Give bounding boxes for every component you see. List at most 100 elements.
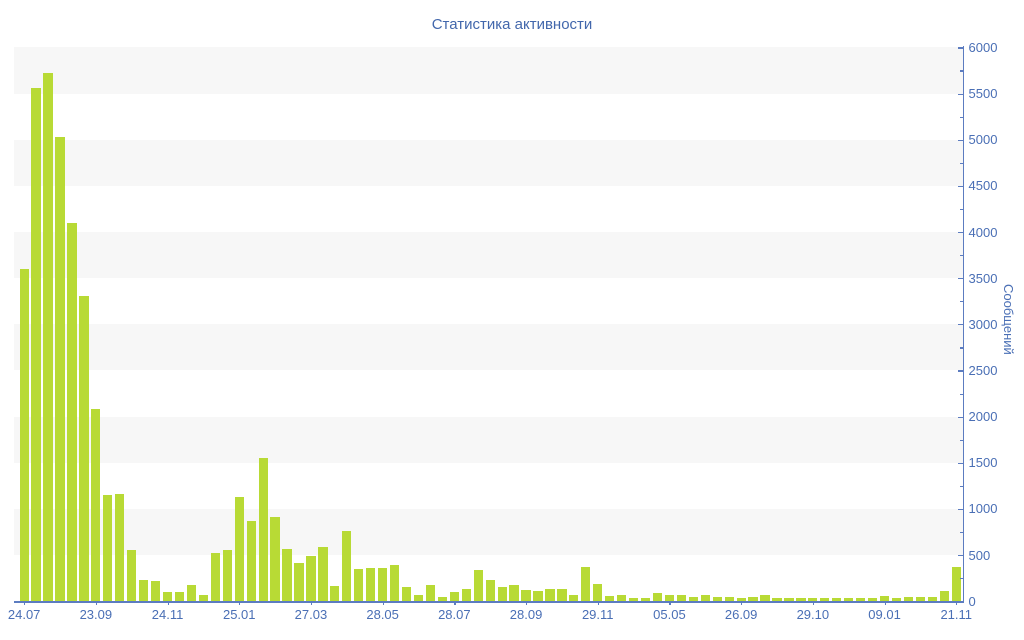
bar <box>927 597 937 602</box>
bar <box>294 562 304 602</box>
y-tick-label: 4500 <box>968 178 998 194</box>
bar <box>354 568 364 602</box>
x-tick-label: 05.05 <box>653 607 686 623</box>
bar <box>43 73 53 602</box>
y-tick-label: 2500 <box>968 362 998 378</box>
grid-band-white <box>14 462 963 509</box>
bar <box>330 585 340 602</box>
x-tick-label: 25.01 <box>222 607 256 623</box>
x-axis-tick <box>812 601 815 606</box>
bar <box>569 594 579 602</box>
y-axis-minor-tick <box>959 162 964 164</box>
y-tick-label: 500 <box>968 547 991 563</box>
y-axis-minor-tick <box>959 255 964 257</box>
bar <box>461 589 471 602</box>
bar <box>162 592 173 602</box>
bar <box>282 548 292 602</box>
x-axis-tick <box>382 601 384 606</box>
bar <box>139 579 149 602</box>
y-tick-label: 4000 <box>968 224 998 240</box>
x-axis-tick <box>597 601 599 606</box>
grid-band-gray <box>14 508 963 556</box>
bar <box>246 520 256 602</box>
x-tick-label: 26.09 <box>724 607 758 623</box>
y-axis-minor-tick <box>959 485 964 487</box>
bar <box>891 597 902 602</box>
y-axis-minor-tick <box>959 347 964 349</box>
x-tick-label: 23.09 <box>79 607 113 623</box>
y-axis-tick <box>957 370 964 372</box>
bar <box>796 598 806 602</box>
x-tick-label: 24.07 <box>7 607 41 623</box>
y-tick-label: 1500 <box>968 455 998 471</box>
bar <box>210 553 220 602</box>
bar <box>856 598 866 602</box>
bar <box>939 591 949 602</box>
y-axis-tick <box>957 93 964 95</box>
x-tick-label: 27.03 <box>294 607 328 623</box>
x-axis-tick <box>741 601 743 606</box>
bar <box>222 549 232 602</box>
bar <box>879 596 890 602</box>
bar <box>867 597 878 602</box>
grid-band-gray <box>14 47 963 94</box>
bar <box>832 598 842 602</box>
y-axis-tick <box>957 185 964 188</box>
bar <box>174 592 185 602</box>
bar <box>820 598 830 602</box>
bar <box>640 598 651 602</box>
y-axis-tick <box>957 555 964 557</box>
x-tick-label: 28.07 <box>438 607 471 623</box>
y-axis-title: Сообщений <box>1001 284 1016 356</box>
y-tick-label: 1000 <box>968 501 998 517</box>
x-axis-line <box>14 601 964 603</box>
bar <box>31 88 41 602</box>
y-tick-label: 0 <box>968 593 976 609</box>
bar <box>593 584 603 602</box>
y-axis-tick <box>957 47 964 49</box>
bar <box>903 597 914 602</box>
bar <box>473 570 483 602</box>
x-tick-label: 09.01 <box>868 607 901 623</box>
y-axis-tick <box>957 462 964 464</box>
bar <box>127 549 137 602</box>
bar <box>760 595 770 602</box>
bar <box>91 409 101 602</box>
bar <box>103 495 113 602</box>
x-axis-tick <box>95 601 98 606</box>
bar <box>186 584 197 602</box>
y-axis-tick <box>957 278 964 280</box>
y-axis-minor-tick <box>959 116 964 118</box>
grid-band-white <box>14 93 963 140</box>
bar <box>449 591 459 602</box>
chart-title: Статистика активности <box>431 16 593 33</box>
bar <box>67 222 77 602</box>
y-axis-minor-tick <box>959 393 964 395</box>
bar <box>581 566 591 602</box>
x-axis-tick <box>24 601 26 606</box>
bar <box>413 595 424 602</box>
x-axis-tick <box>239 601 241 606</box>
bar <box>389 565 400 602</box>
bar <box>497 586 507 602</box>
bar <box>425 585 436 602</box>
bar <box>533 591 543 602</box>
y-axis-minor-tick <box>959 439 964 441</box>
y-axis-line <box>962 46 964 603</box>
x-tick-label: 24.11 <box>151 607 184 623</box>
bar <box>700 595 710 602</box>
y-axis-tick <box>957 416 964 418</box>
bar <box>628 597 639 602</box>
grid-band-white <box>14 370 963 417</box>
grid-band-gray <box>14 231 963 279</box>
x-axis-tick <box>167 601 169 606</box>
bar <box>115 494 125 602</box>
y-tick-label: 5000 <box>968 132 998 148</box>
bar <box>55 136 65 602</box>
y-axis-minor-tick <box>959 531 964 534</box>
bar <box>557 589 567 602</box>
bar <box>150 581 161 602</box>
x-tick-label: 21.11 <box>940 607 973 623</box>
bar <box>724 597 734 602</box>
